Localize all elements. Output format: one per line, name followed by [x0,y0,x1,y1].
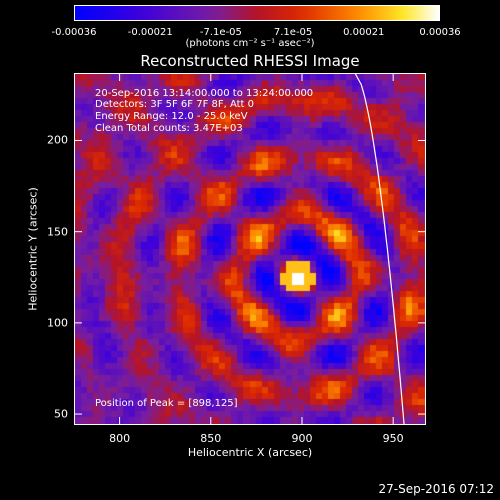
colorbar [74,5,440,21]
colorbar-tick-label: -0.00021 [127,27,173,38]
heatmap-image [75,74,425,424]
energy-range-label: Energy Range: 12.0 - 25.0 keV [95,111,248,122]
colorbar-units: (photons cm⁻² s⁻¹ asec⁻²) [185,38,315,49]
y-axis-label: Heliocentric Y (arcsec) [26,187,40,311]
detectors-label: Detectors: 3F 5F 6F 7F 8F, Att 0 [95,99,255,110]
timestamp: 27-Sep-2016 07:12 [378,482,494,496]
x-tick-label: 850 [200,432,222,445]
colorbar-tick-label: 0.00036 [419,27,461,38]
colorbar-tick-label: 0.00021 [343,27,385,38]
x-tick-label: 800 [109,432,131,445]
x-tick-label: 900 [291,432,313,445]
y-tick-label: 200 [47,133,68,147]
plot-title: Reconstructed RHESSI Image [140,52,360,70]
y-tick-label: 50 [54,407,68,421]
peak-position-label: Position of Peak = [898,125] [95,398,238,409]
colorbar-tick-label: -0.00036 [51,27,97,38]
y-tick-label: 100 [47,316,68,330]
colorbar-tick-label: -7.1e-05 [199,27,242,38]
x-axis-label: Heliocentric X (arcsec) [187,446,313,459]
y-tick-label: 150 [47,225,68,239]
time-range-label: 20-Sep-2016 13:14:00.000 to 13:24:00.000 [95,88,314,99]
x-tick-label: 950 [382,432,404,445]
algorithm-label: Clean Total counts: 3.47E+03 [95,123,243,134]
colorbar-tick-label: 7.1e-05 [273,27,313,38]
solar-limb-line [354,72,405,426]
